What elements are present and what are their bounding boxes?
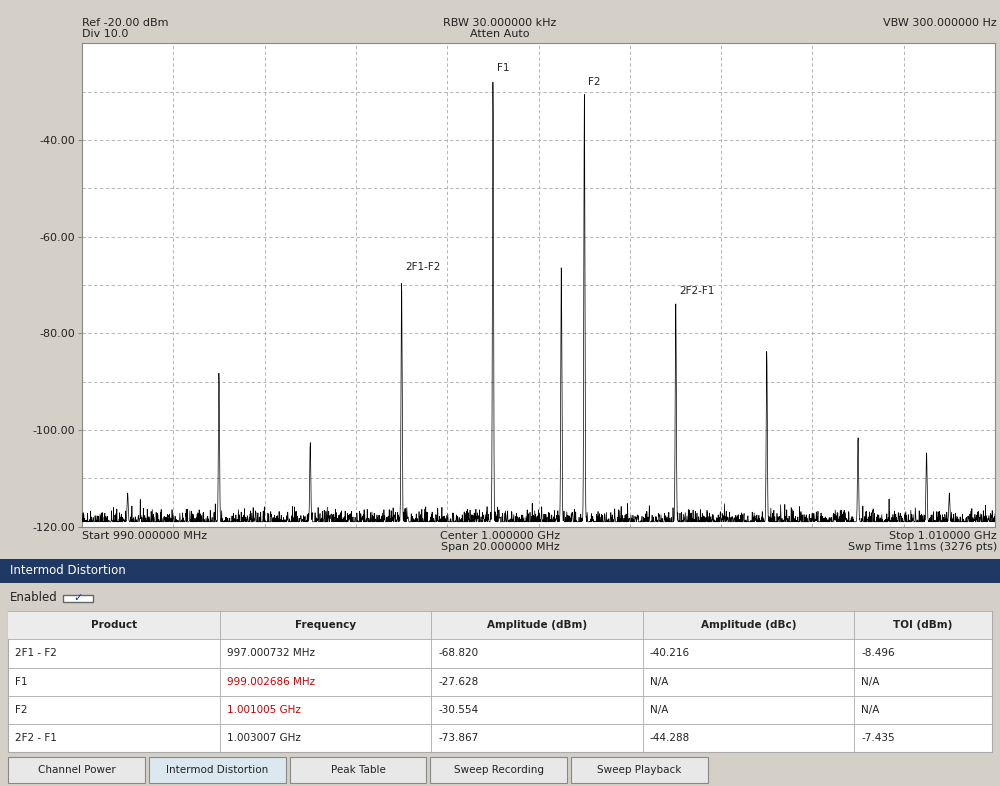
Text: N/A: N/A <box>650 677 668 687</box>
Text: Peak Table: Peak Table <box>331 765 385 775</box>
Bar <box>0 559 1000 583</box>
Text: -8.496: -8.496 <box>861 648 895 659</box>
Text: Amplitude (dBc): Amplitude (dBc) <box>701 620 796 630</box>
Text: -73.867: -73.867 <box>438 733 478 744</box>
Text: ✓: ✓ <box>73 593 83 603</box>
Text: Swp Time 11ms (3276 pts): Swp Time 11ms (3276 pts) <box>848 542 997 552</box>
Text: Intermod Distortion: Intermod Distortion <box>166 765 268 775</box>
Text: Enabled: Enabled <box>10 590 58 604</box>
Text: Channel Power: Channel Power <box>38 765 115 775</box>
Bar <box>149 757 286 783</box>
Text: Intermod Distortion: Intermod Distortion <box>10 564 126 578</box>
Bar <box>290 757 426 783</box>
Bar <box>643 611 854 639</box>
Text: Span 20.000000 MHz: Span 20.000000 MHz <box>441 542 559 552</box>
Text: F2: F2 <box>588 77 601 87</box>
Text: 997.000732 MHz: 997.000732 MHz <box>227 648 315 659</box>
Bar <box>8 611 992 752</box>
Text: 1.001005 GHz: 1.001005 GHz <box>227 705 300 715</box>
Text: 2F1-F2: 2F1-F2 <box>405 262 441 272</box>
Bar <box>854 611 992 639</box>
Text: Ref -20.00 dBm: Ref -20.00 dBm <box>82 18 168 28</box>
Bar <box>220 611 431 639</box>
Text: -40.216: -40.216 <box>650 648 690 659</box>
Bar <box>431 611 643 639</box>
Text: -27.628: -27.628 <box>438 677 478 687</box>
Text: -7.435: -7.435 <box>861 733 895 744</box>
Text: F1: F1 <box>497 63 509 73</box>
Text: 1.003007 GHz: 1.003007 GHz <box>227 733 300 744</box>
Text: 2F2 - F1: 2F2 - F1 <box>15 733 57 744</box>
Text: Div 10.0: Div 10.0 <box>82 29 128 39</box>
Text: TOI (dBm): TOI (dBm) <box>893 620 953 630</box>
Bar <box>8 757 145 783</box>
Text: Start 990.000000 MHz: Start 990.000000 MHz <box>82 531 207 541</box>
Bar <box>8 611 220 639</box>
Text: 2F2-F1: 2F2-F1 <box>679 286 715 296</box>
Text: RBW 30.000000 kHz: RBW 30.000000 kHz <box>443 18 557 28</box>
Text: Amplitude (dBm): Amplitude (dBm) <box>487 620 587 630</box>
Text: N/A: N/A <box>861 677 880 687</box>
Text: Product: Product <box>91 620 137 630</box>
Text: Atten Auto: Atten Auto <box>470 29 530 39</box>
Text: Frequency: Frequency <box>295 620 356 630</box>
Bar <box>430 757 567 783</box>
Text: -30.554: -30.554 <box>438 705 478 715</box>
Text: Stop 1.010000 GHz: Stop 1.010000 GHz <box>889 531 997 541</box>
Text: 999.002686 MHz: 999.002686 MHz <box>227 677 315 687</box>
Text: F2: F2 <box>15 705 28 715</box>
Bar <box>63 595 93 601</box>
Text: F1: F1 <box>15 677 28 687</box>
Text: 2F1 - F2: 2F1 - F2 <box>15 648 57 659</box>
Text: VBW 300.000000 Hz: VBW 300.000000 Hz <box>883 18 997 28</box>
Text: Sweep Recording: Sweep Recording <box>454 765 544 775</box>
Text: -44.288: -44.288 <box>650 733 690 744</box>
Text: Sweep Playback: Sweep Playback <box>597 765 682 775</box>
Text: N/A: N/A <box>650 705 668 715</box>
Text: -68.820: -68.820 <box>438 648 478 659</box>
Text: N/A: N/A <box>861 705 880 715</box>
Text: Center 1.000000 GHz: Center 1.000000 GHz <box>440 531 560 541</box>
Bar <box>571 757 708 783</box>
